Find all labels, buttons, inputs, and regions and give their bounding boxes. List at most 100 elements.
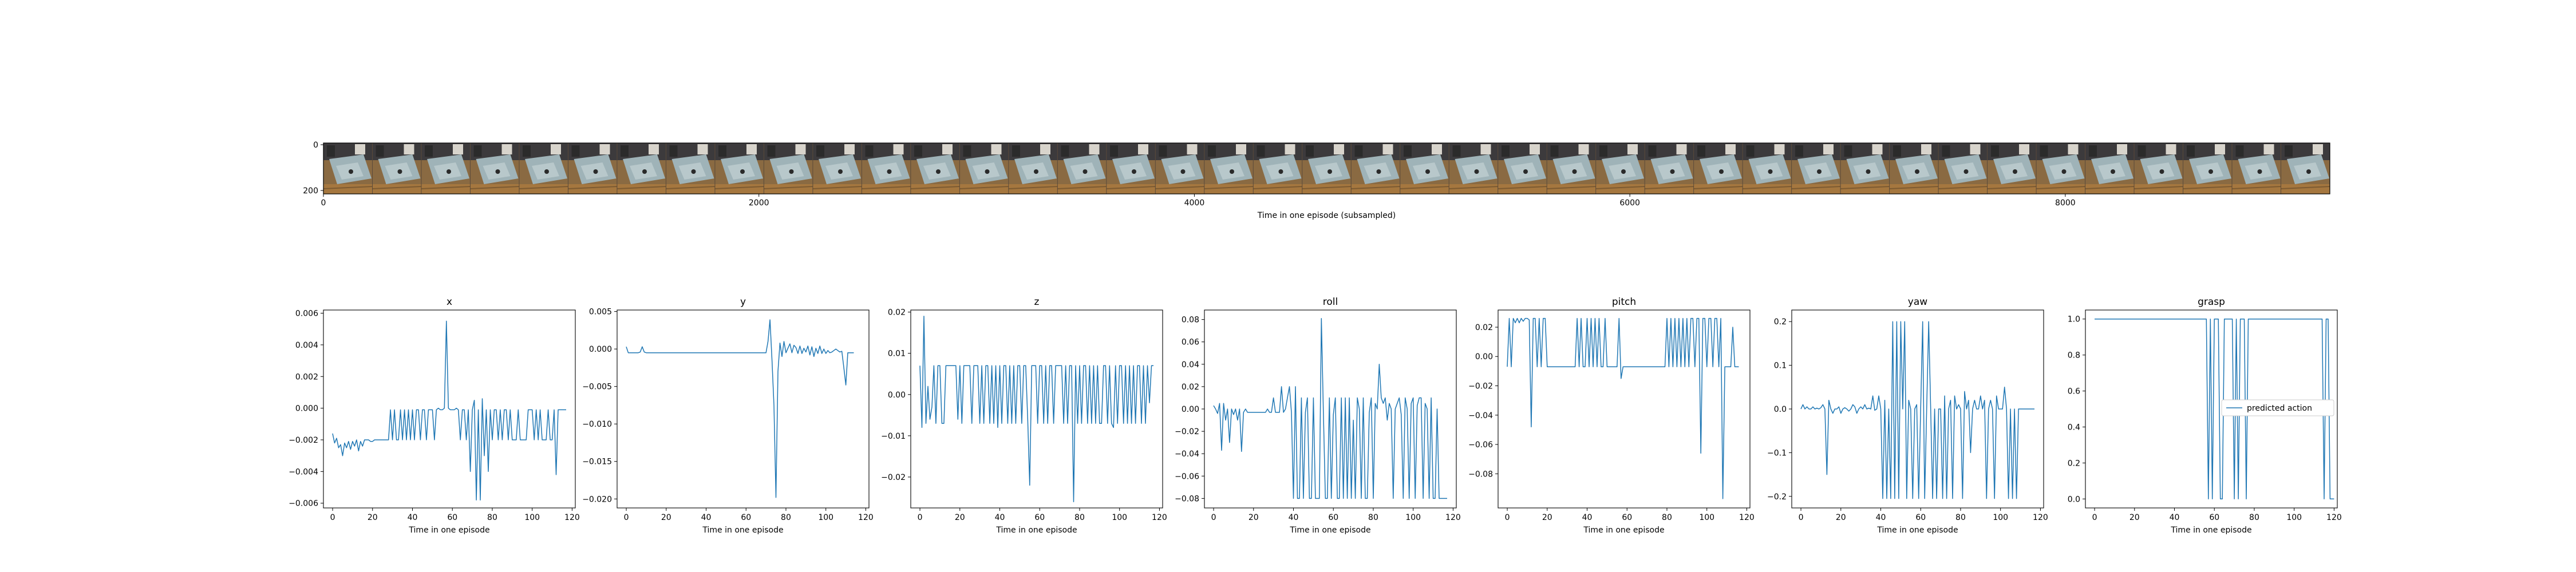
series-line-pitch [1507,317,1739,499]
film-xtick-label: 2000 [749,198,769,208]
film-xtick-label: 4000 [1184,198,1205,208]
ytick-label: 0.08 [1182,316,1199,325]
ytick-label: −0.06 [1468,440,1493,450]
x-axis-label: Time in one episode [408,526,489,535]
ytick-label: 0.2 [1774,317,1787,327]
chart-title: grasp [2198,296,2225,308]
xtick-label: 20 [368,513,378,522]
ytick-label: 1.0 [2068,315,2080,324]
xtick-label: 60 [447,513,457,522]
ytick-label: −0.2 [1767,492,1787,502]
charts: 0 20 40 60 80 100 120−0.006−0.004−0.0020.0000.… [289,296,2342,535]
xtick-label: 0 [330,513,335,522]
ytick-label: −0.04 [1175,450,1199,459]
ytick-label: −0.02 [1468,382,1493,391]
ytick-label: 0.0 [2068,495,2080,504]
axes-frame [323,309,576,509]
ytick-label: 0.000 [295,404,318,414]
ytick-label: −0.08 [1468,470,1493,479]
xtick-label: 120 [1152,513,1167,522]
xtick-label: 100 [818,513,833,522]
x-axis-label: Time in one episode [702,526,783,535]
xtick-label: 80 [781,513,791,522]
film-ytick-label: 0 [313,141,318,150]
ytick-label: 0.01 [888,349,906,359]
xtick-label: 0 [1799,513,1804,522]
ytick-label: 0.00 [1475,352,1493,362]
ytick-label: 0.8 [2068,351,2080,360]
film-frames [323,143,2330,194]
ytick-label: −0.08 [1175,494,1199,503]
ytick-label: −0.06 [1175,472,1199,481]
series-line-roll [1213,317,1447,499]
ytick-label: 0.00 [888,391,906,400]
chart-title: x [447,296,452,308]
ytick-label: −0.020 [582,495,612,504]
xtick-label: 40 [1289,513,1299,522]
xtick-label: 80 [1074,513,1085,522]
xtick-label: 80 [1955,513,1966,522]
xtick-label: 100 [524,513,540,522]
xtick-label: 40 [408,513,418,522]
film-xtick-label: 6000 [1619,198,1640,208]
legend-label: predicted action [2247,404,2312,413]
ytick-label: 0.00 [1182,405,1199,414]
ytick-label: 0.6 [2068,387,2080,396]
xtick-label: 100 [1405,513,1421,522]
chart-title: yaw [1908,296,1927,308]
ytick-label: 0.006 [295,309,318,319]
axes-frame [910,309,1163,509]
xtick-label: 60 [741,513,751,522]
xtick-label: 0 [1211,513,1216,522]
xtick-label: 120 [858,513,874,522]
ytick-label: −0.006 [289,499,318,509]
axes-frame [2085,309,2338,509]
chart-grasp: 0 20 40 60 80 100 120 0.0 0.2 0.4 0.6 0.8 1.0 grasp Ti… [2068,296,2342,535]
ytick-label: 0.02 [1475,323,1493,332]
ytick-label: −0.04 [1468,411,1493,420]
x-axis-label: Time in one episode [995,526,1077,535]
chart-pitch: 0 20 40 60 80 100 120 −0.08 −0.06 −0.04 −0.02 0.00 0… [1468,296,1755,535]
series-line-z [919,316,1153,502]
ytick-label: −0.004 [289,467,318,476]
xtick-label: 120 [2033,513,2048,522]
ytick-label: −0.1 [1767,448,1787,458]
x-axis-label: Time in one episode [1876,526,1958,535]
ytick-label: 0.0 [1774,405,1787,414]
xtick-label: 60 [1034,513,1045,522]
xtick-label: 0 [2092,513,2097,522]
ytick-label: 0.000 [589,345,612,354]
ytick-label: −0.002 [289,436,318,445]
series-line-x [332,320,566,500]
x-axis-label: Time in one episode [1289,526,1370,535]
ytick-label: 0.06 [1182,338,1199,347]
xtick-label: 100 [1699,513,1714,522]
plot-area [1792,310,2044,508]
axes-frame [617,309,870,509]
chart-title: z [1034,296,1040,308]
xtick-label: 80 [487,513,497,522]
xtick-label: 20 [1836,513,1846,522]
chart-title: roll [1323,296,1338,308]
xtick-label: 80 [1368,513,1378,522]
xtick-label: 60 [1622,513,1632,522]
series-line-grasp [2095,318,2334,500]
xtick-label: 0 [918,513,923,522]
ytick-label: −0.02 [1175,427,1199,436]
plot-area [1204,310,1456,508]
xtick-label: 0 [1505,513,1510,522]
xtick-label: 0 [624,513,629,522]
xtick-label: 40 [995,513,1005,522]
xtick-label: 40 [701,513,712,522]
film-xtick-label: 8000 [2055,198,2076,208]
chart-yaw: 0 20 40 60 80 100 120 −0.2 −0.1 0.0 0.1 0.2 yaw Time … [1767,296,2048,535]
ytick-label: 0.005 [589,308,612,317]
ytick-label: 0.002 [295,372,318,382]
ytick-label: 0.02 [1182,383,1199,392]
film-ytick-label: 200 [303,186,318,196]
xtick-label: 20 [1249,513,1259,522]
chart-title: pitch [1612,296,1636,308]
series-line-yaw [1800,321,2034,499]
plot-area [911,310,1163,508]
